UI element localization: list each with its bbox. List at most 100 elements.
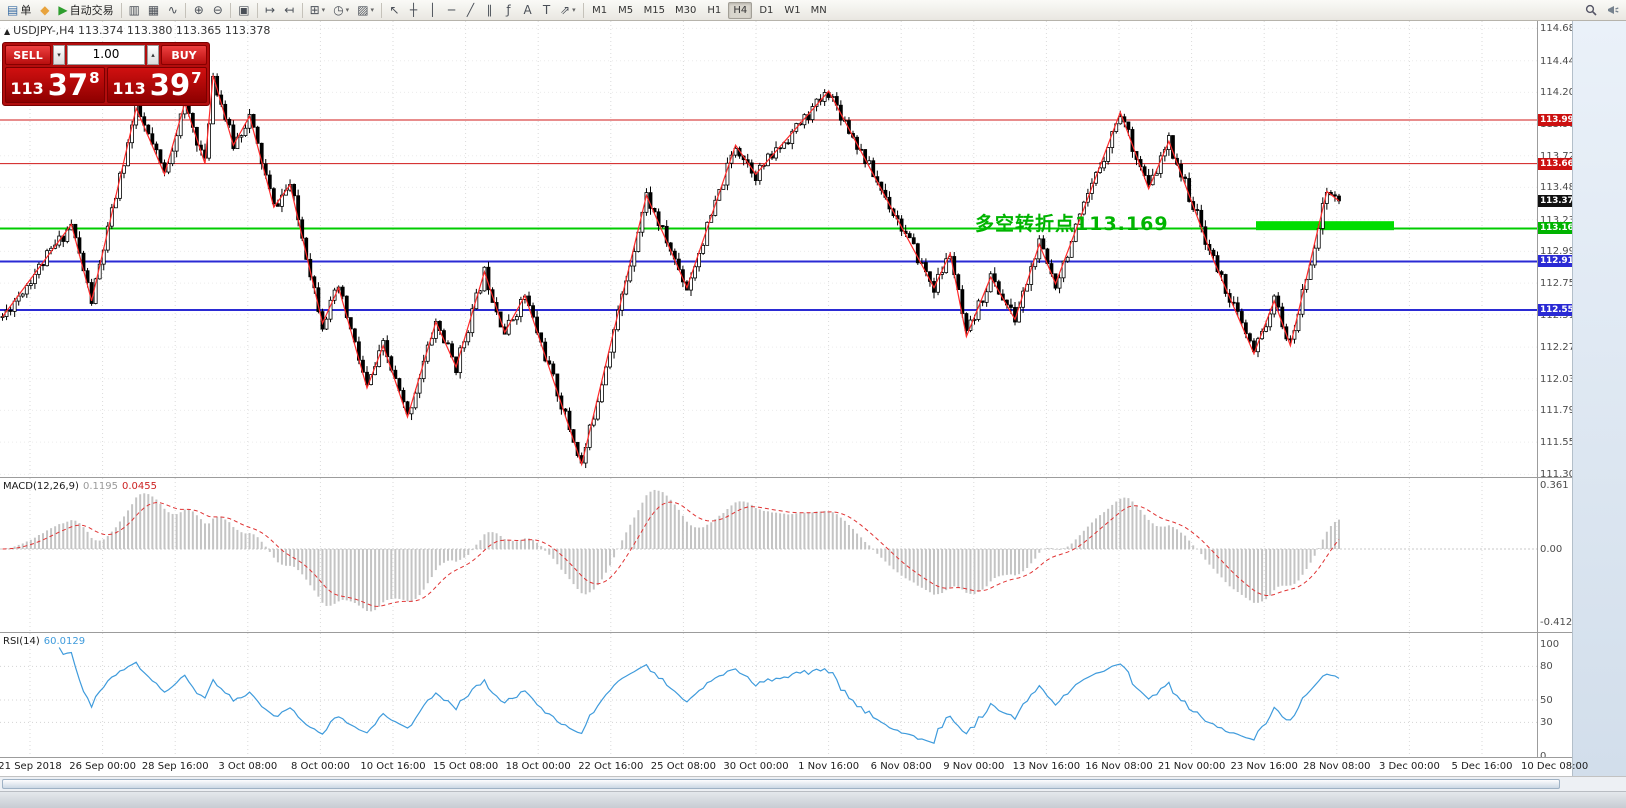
horizontal-scrollbar[interactable] [0,776,1626,791]
volume-decrease-button[interactable]: ▾ [53,45,65,65]
price-tag: 112.919 [1538,255,1572,268]
pivot-annotation-text[interactable]: 多空转折点113.169 [975,213,1169,235]
toolbar-equidistant-channel-button[interactable]: ∥ [480,1,499,19]
toolbar-autotrading-button[interactable]: ▶ 自动交易 [54,1,117,19]
ask-price-display[interactable]: 113 39 7 [107,67,207,103]
price-axis-label: 114.200 [1540,87,1572,99]
main-chart-panel[interactable] [0,21,1537,477]
toolbar-trendline-button[interactable]: ╱ [461,1,480,19]
vertical-line-icon: │ [428,3,437,17]
toolbar-templates-button[interactable]: ▨ ▾ [353,1,378,19]
toolbar-tile-windows-button[interactable]: ▣ [234,1,253,19]
toolbar-bar-chart-button[interactable]: ▥ [125,1,144,19]
toolbar-arrows-button[interactable]: ⇗ ▾ [556,1,580,19]
buy-button[interactable]: BUY [161,45,207,65]
rsi-axis[interactable]: 100 80 50 30 0 [1537,633,1572,757]
cursor-icon: ↖ [389,3,400,17]
price-axis[interactable]: 114.685114.440114.200113.960113.720113.4… [1537,21,1572,477]
toolbar-search-button[interactable] [1581,1,1601,19]
arrows-icon: ⇗ [560,3,571,17]
toolbar-separator [301,2,303,18]
grid-lines [29,478,1483,632]
toolbar-crosshair-button[interactable]: ┼ [404,1,423,19]
price-axis-label: 113.480 [1540,182,1572,194]
main-toolbar: ▤ 单 ◆ ▶ 自动交易 ▥ ▦ ∿ ⊕ ⊖ ▣ ↦ ↤ ⊞ ▾ ◷ ▾ ▨ ▾ ↖ ┼ │ ─ ╱ ∥ ƒ A T ⇗ ▾ M1 M5 M15… [0,0,1626,21]
time-axis[interactable]: 21 Sep 2018 26 Sep 00:00 28 Sep 16:00 3 Oct… [0,758,1588,776]
macd-panel[interactable] [0,478,1537,632]
time-axis-label: 26 Sep 00:00 [69,761,136,772]
timeframe-m30-button[interactable]: M30 [674,4,697,16]
toolbar-horizontal-line-button[interactable]: ─ [442,1,461,19]
timeframe-d1-button[interactable]: D1 [759,4,774,16]
text-label-icon: T [542,3,551,17]
chevron-down-icon: ▾ [321,6,326,14]
toolbar-chart-shift-button[interactable]: ↤ [280,1,299,19]
toolbar-separator [185,2,187,18]
price-tag: 113.660 [1538,157,1572,170]
text-icon: A [523,3,532,17]
rsi-axis-label: 100 [1540,639,1560,650]
rsi-value: 60.0129 [43,636,86,647]
timeframe-h1-button[interactable]: H1 [707,4,722,16]
toolbar-button-group: ▤ 单 ◆ ▶ 自动交易 ▥ ▦ ∿ ⊕ ⊖ ▣ ↦ ↤ ⊞ ▾ ◷ ▾ ▨ ▾ ↖ ┼ │ ─ ╱ ∥ ƒ A T ⇗ ▾ M1 M5 M15… [3,0,832,20]
zigzag-line[interactable] [2,75,1340,467]
toolbar-mql-community-button[interactable]: ◆ [35,1,54,19]
scrollbar-thumb[interactable] [2,779,1560,789]
ask-point: 7 [191,69,202,87]
toolbar-auto-scroll-button[interactable]: ↦ [261,1,280,19]
macd-axis[interactable]: 0.361 0.00 -0.4123 [1537,478,1572,632]
toolbar-fibonacci-button[interactable]: ƒ [499,1,518,19]
toolbar-new-order-button[interactable]: ▤ 单 [3,1,35,19]
bid-pips: 37 [47,68,89,102]
fibonacci-icon: ƒ [506,3,511,17]
macd-indicator-label: MACD(12,26,9) 0.1195 0.0455 [3,481,157,492]
toolbar-line-chart-button[interactable]: ∿ [163,1,182,19]
toolbar-candlestick-chart-button[interactable]: ▦ [144,1,163,19]
price-axis-label: 112.995 [1540,246,1572,258]
zoom-in-icon: ⊕ [193,3,204,17]
volume-increase-button[interactable]: ▴ [147,45,159,65]
macd-canvas[interactable] [0,478,1537,632]
rsi-panel[interactable] [0,633,1537,757]
timeframe-m5-button[interactable]: M5 [618,4,634,16]
toolbar-periods-button[interactable]: ◷ ▾ [329,1,353,19]
main-chart-canvas[interactable] [0,21,1537,477]
time-axis-label: 22 Oct 16:00 [578,761,644,772]
volume-input[interactable]: 1.00 [67,45,145,65]
toolbar-indicators-list-button[interactable]: ⊞ ▾ [306,1,330,19]
timeframe-m1-button[interactable]: M1 [592,4,608,16]
time-axis-label: 21 Sep 2018 [0,761,62,772]
timeframe-m15-button[interactable]: M15 [643,4,665,16]
bid-price-display[interactable]: 113 37 8 [5,67,105,103]
green-zone-bar[interactable] [1256,221,1394,231]
rsi-name: RSI(14) [3,636,40,647]
sell-button[interactable]: SELL [5,45,51,65]
time-axis-label: 5 Dec 16:00 [1451,761,1513,772]
time-axis-label: 8 Oct 00:00 [290,761,350,772]
rsi-canvas[interactable] [0,633,1537,757]
toolbar-zoom-out-button[interactable]: ⊖ [208,1,227,19]
timeframe-h4-button[interactable]: H4 [728,1,753,19]
toolbar-cursor-button[interactable]: ↖ [385,1,404,19]
price-axis-label: 113.720 [1540,150,1572,162]
caret-down-icon: ▾ [57,51,61,59]
collapse-arrow-icon[interactable]: ▲ [4,27,11,36]
macd-histogram [5,489,1340,612]
toolbar-separator [256,2,258,18]
timeframe-w1-button[interactable]: W1 [784,4,801,16]
panel-divider[interactable] [0,757,1572,758]
toolbar-text-button[interactable]: A [518,1,537,19]
timeframe-mn-button[interactable]: MN [810,4,827,16]
time-axis-label: 25 Oct 08:00 [650,761,716,772]
toolbar-text-label-button[interactable]: T [537,1,556,19]
toolbar-vertical-line-button[interactable]: │ [423,1,442,19]
panel-divider[interactable] [0,632,1572,633]
chart-ohlc-text: USDJPY-,H4 113.374 113.380 113.365 113.3… [13,24,271,37]
panel-divider[interactable] [0,477,1572,478]
megaphone-icon [1608,6,1619,14]
toolbar-zoom-in-button[interactable]: ⊕ [189,1,208,19]
horizontal-line-icon: ─ [447,3,456,17]
toolbar-right-icons [1581,0,1623,20]
toolbar-megaphone-button[interactable] [1603,1,1623,19]
ask-pips: 39 [149,68,191,102]
